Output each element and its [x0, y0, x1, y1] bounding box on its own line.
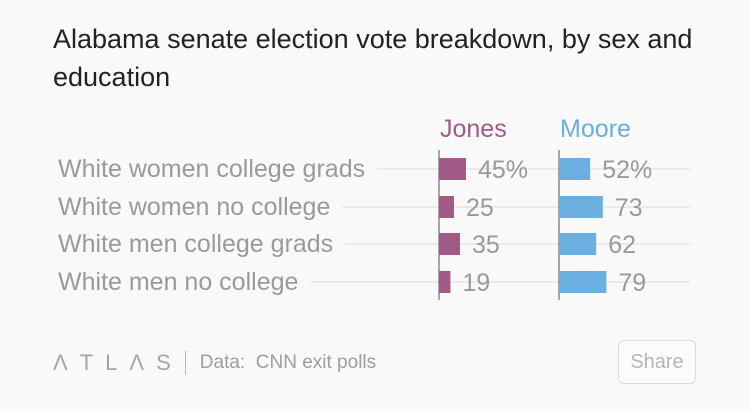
data-label: 52%	[602, 156, 652, 184]
footer: Λ T L Λ S Data: CNN exit polls	[53, 348, 376, 378]
footer-divider	[184, 351, 186, 375]
bar	[559, 271, 607, 293]
data-label: 45%	[478, 156, 528, 184]
series-header: Moore	[560, 115, 631, 143]
bar	[559, 233, 597, 255]
bar	[439, 233, 460, 255]
bar	[559, 158, 591, 180]
chart-title: Alabama senate election vote breakdown, …	[53, 24, 693, 92]
bar	[439, 196, 454, 218]
logo-letter: T	[79, 350, 94, 375]
data-label: 73	[615, 194, 643, 222]
data-label: 35	[472, 231, 500, 259]
data-label: 19	[462, 269, 490, 297]
atlas-logo: Λ T L Λ S	[53, 350, 171, 376]
bar	[439, 158, 466, 180]
logo-letter: L	[105, 350, 118, 375]
data-source: Data: CNN exit polls	[199, 352, 377, 373]
logo-letter: Λ	[53, 350, 68, 375]
share-button[interactable]: Share	[618, 340, 696, 384]
data-label: 79	[618, 269, 646, 297]
bar	[559, 196, 603, 218]
data-label: 62	[608, 231, 636, 259]
row-label: White men college grads	[58, 230, 333, 258]
series-header: Jones	[440, 115, 507, 143]
row-label: White women college grads	[58, 155, 365, 183]
row-label: White women no college	[58, 193, 330, 221]
logo-letter: Λ	[129, 350, 145, 375]
data-label: 25	[466, 194, 494, 222]
row-label: White men no college	[58, 268, 298, 296]
logo-letter: S	[156, 350, 171, 375]
bar	[439, 271, 451, 293]
